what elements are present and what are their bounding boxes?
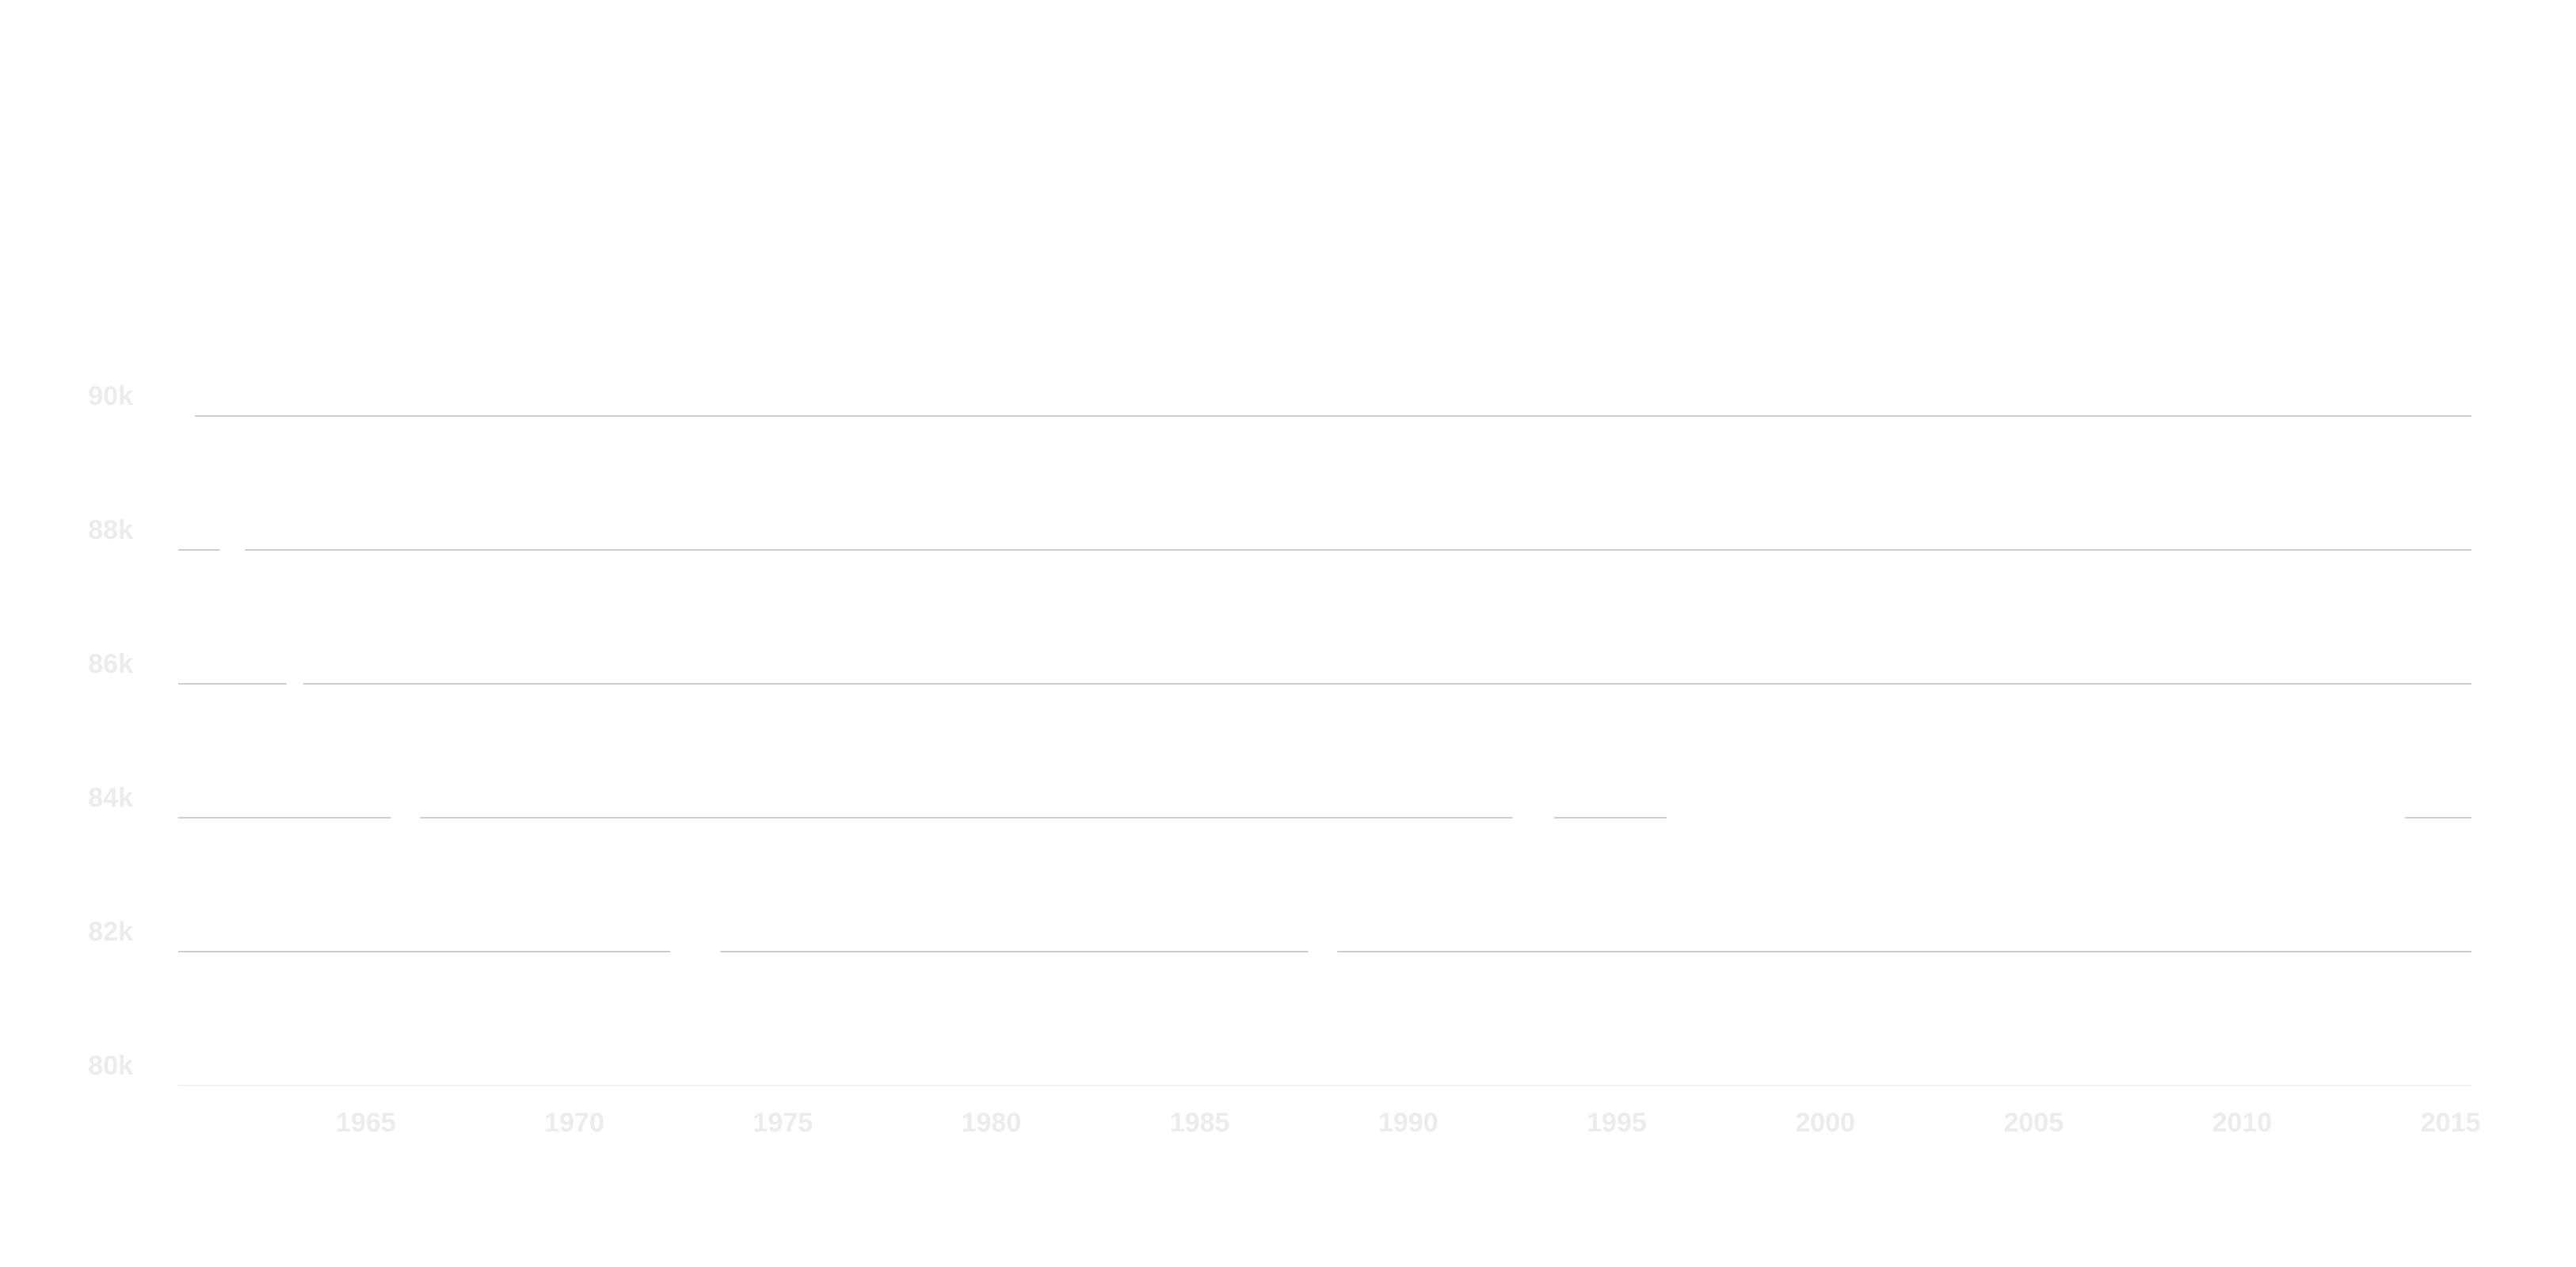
x-tick-label: 1980 [962, 1108, 1022, 1138]
y-tick-label: 86k [88, 649, 133, 679]
gridlines [178, 415, 2471, 1086]
y-tick-label: 82k [88, 917, 133, 947]
x-tick-label: 1975 [753, 1108, 813, 1138]
x-tick-label: 2010 [2212, 1108, 2273, 1138]
y-tick-label: 90k [88, 381, 133, 411]
x-axis-tick-labels: 1965 1970 1975 1980 1985 1990 1995 2000 2005 2010… [336, 1108, 2480, 1138]
x-tick-label: 2015 [2421, 1108, 2481, 1138]
x-tick-label: 2000 [1795, 1108, 1855, 1138]
x-tick-label: 1995 [1587, 1108, 1647, 1138]
x-tick-label: 2005 [2003, 1108, 2063, 1138]
x-tick-label: 1965 [336, 1108, 396, 1138]
x-tick-label: 1970 [544, 1108, 604, 1138]
y-axis-tick-labels: 80k 82k 84k 86k 88k 90k [88, 381, 133, 1081]
y-tick-label: 80k [88, 1051, 133, 1081]
y-tick-label: 88k [88, 515, 133, 545]
x-tick-label: 1985 [1170, 1108, 1230, 1138]
x-tick-label: 1990 [1378, 1108, 1439, 1138]
y-tick-label: 84k [88, 783, 133, 813]
